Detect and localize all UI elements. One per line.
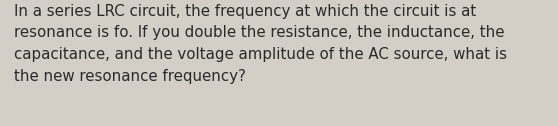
Text: In a series LRC circuit, the frequency at which the circuit is at
resonance is f: In a series LRC circuit, the frequency a… [14,4,507,84]
